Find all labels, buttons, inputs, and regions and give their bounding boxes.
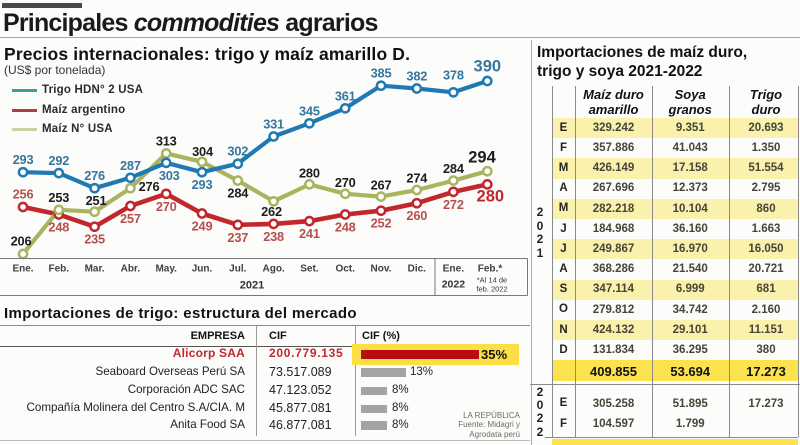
svg-text:206: 206 [11,233,32,248]
svg-text:Abr.: Abr. [121,264,141,275]
svg-text:251: 251 [86,193,107,208]
svg-text:241: 241 [299,226,320,241]
svg-text:382: 382 [406,69,427,84]
svg-text:276: 276 [84,168,105,183]
svg-text:331: 331 [263,117,284,132]
svg-text:Dic.: Dic. [408,264,427,275]
svg-text:May.: May. [155,264,177,275]
svg-text:257: 257 [120,211,141,226]
svg-text:260: 260 [406,208,427,223]
svg-text:248: 248 [335,220,356,235]
svg-text:313: 313 [156,133,177,148]
svg-text:238: 238 [263,229,284,244]
svg-text:Ene.: Ene. [12,264,33,275]
svg-text:390: 390 [474,58,502,76]
svg-text:267: 267 [371,177,392,192]
svg-text:284: 284 [443,161,465,176]
svg-text:256: 256 [13,187,34,202]
svg-text:303: 303 [159,168,180,183]
svg-text:274: 274 [406,170,428,185]
svg-text:Jun.: Jun. [192,264,213,275]
svg-text:Oct.: Oct. [335,264,355,275]
svg-text:248: 248 [48,220,69,235]
svg-text:304: 304 [192,144,214,159]
svg-text:292: 292 [48,153,69,168]
svg-text:287: 287 [120,158,141,173]
svg-text:Ago.: Ago. [262,264,284,275]
svg-text:345: 345 [299,103,320,118]
svg-text:235: 235 [84,232,105,247]
svg-text:249: 249 [192,219,213,234]
svg-text:262: 262 [261,204,282,219]
svg-text:270: 270 [156,199,177,214]
svg-text:361: 361 [335,88,356,103]
svg-text:280: 280 [299,165,320,180]
svg-text:2021: 2021 [240,280,264,292]
svg-text:2022: 2022 [442,279,466,291]
svg-text:280: 280 [477,188,505,206]
svg-text:270: 270 [335,175,356,190]
svg-text:276: 276 [139,179,160,194]
svg-text:284: 284 [227,186,249,201]
svg-text:feb. 2022: feb. 2022 [476,285,507,294]
svg-text:Set.: Set. [300,264,319,275]
svg-text:378: 378 [443,68,464,83]
svg-text:Ene.: Ene. [443,264,465,275]
svg-text:385: 385 [371,66,392,81]
svg-text:294: 294 [468,149,496,167]
svg-text:Feb.: Feb. [49,264,70,275]
svg-text:293: 293 [192,177,213,192]
svg-text:253: 253 [48,190,69,205]
svg-text:Jul.: Jul. [229,264,246,275]
svg-text:302: 302 [227,144,248,159]
svg-text:293: 293 [13,152,34,167]
svg-text:Mar.: Mar. [85,264,105,275]
svg-text:*Al 14 de: *Al 14 de [477,276,507,285]
svg-text:Feb.*: Feb.* [478,264,503,275]
svg-text:272: 272 [443,197,464,212]
svg-text:252: 252 [371,216,392,231]
svg-text:Nov.: Nov. [371,264,392,275]
svg-text:237: 237 [227,230,248,245]
